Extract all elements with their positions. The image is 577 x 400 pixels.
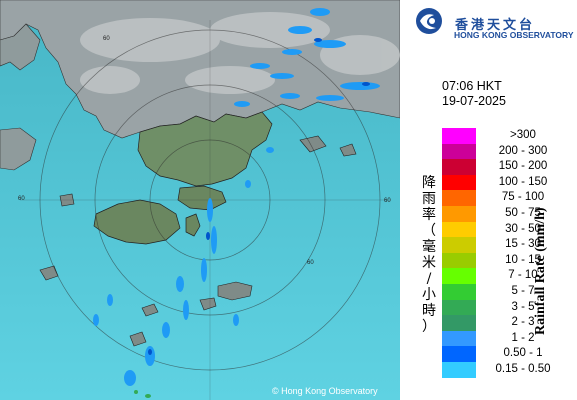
legend-item: >300 — [442, 128, 577, 144]
range-rings — [39, 29, 381, 371]
legend-swatch — [442, 143, 476, 160]
hko-emblem-icon — [416, 8, 442, 34]
range-ring-labels: 60 60 60 60 — [18, 36, 391, 266]
legend-label: 1 - 2 — [511, 331, 535, 344]
radial-lines — [20, 20, 390, 400]
legend-swatch — [442, 268, 476, 284]
legend-label: 5 - 7 — [511, 284, 535, 297]
logo-text-chinese: 香港天文台 — [455, 18, 536, 33]
legend-label: 15 - 30 — [505, 238, 541, 251]
legend-swatch — [442, 299, 476, 316]
legend-swatch — [442, 361, 476, 378]
legend-label: 2 - 3 — [511, 316, 535, 329]
rain-echoes-heavy — [134, 390, 151, 398]
lamma-island — [185, 213, 201, 237]
legend-item: 1 - 2 — [442, 330, 577, 347]
legend-swatch — [442, 252, 476, 269]
legend-swatch — [442, 159, 476, 175]
legend-item: 3 - 5 — [442, 299, 577, 316]
rain-echoes — [93, 8, 380, 386]
legend-label: 50 - 75 — [505, 206, 541, 219]
legend-item: 5 - 7 — [442, 283, 577, 300]
rain-echoes-moderate — [148, 38, 370, 355]
legend-swatch — [442, 346, 476, 362]
western-land — [0, 23, 41, 71]
legend-item: 0.50 - 1 — [442, 346, 577, 362]
hong-kong-island — [177, 185, 227, 211]
info-panel: 香港天文台 HONG KONG OBSERVATORY 07:06 HKT 19… — [400, 0, 577, 400]
legend-label: 150 - 200 — [498, 160, 548, 173]
legend-label: 100 - 150 — [498, 175, 548, 188]
legend-item: 200 - 300 — [442, 143, 577, 160]
legend-item: 50 - 75 — [442, 205, 577, 222]
cloud-texture — [80, 12, 400, 94]
legend-item: 100 - 150 — [442, 174, 577, 191]
southern-islands — [39, 135, 357, 347]
legend-label: 7 - 10 — [508, 269, 538, 282]
legend-swatch — [442, 221, 476, 238]
legend-item: 30 - 50 — [442, 221, 577, 238]
legend-swatch — [442, 190, 476, 206]
legend-swatch — [442, 330, 476, 347]
legend-swatch — [442, 205, 476, 222]
legend-label: >300 — [510, 129, 536, 141]
range-ring-label: 60 — [384, 198, 391, 204]
legend-swatch — [442, 128, 476, 144]
legend-item: 75 - 100 — [442, 190, 577, 206]
legend-item: 15 - 30 — [442, 237, 577, 253]
legend-item: 0.15 - 0.50 — [442, 361, 577, 378]
radar-map-graphic: 60 60 60 60 — [0, 0, 400, 400]
west-coast-land — [0, 127, 37, 171]
range-ring-label: 60 — [103, 36, 110, 42]
logo-text-english: HONG KONG OBSERVATORY — [454, 30, 574, 40]
legend-label: 30 - 50 — [505, 222, 541, 235]
legend-item: 7 - 10 — [442, 268, 577, 284]
legend-label: 200 - 300 — [498, 144, 548, 157]
range-ring-label: 60 — [18, 196, 25, 202]
copyright-text: © Hong Kong Observatory — [272, 386, 378, 396]
legend-swatch — [442, 237, 476, 253]
legend-title-english: Rainfall Rate (mm/h) — [533, 207, 548, 335]
observation-date: 19-07-2025 — [442, 94, 506, 108]
legend-item: 10 - 15 — [442, 252, 577, 269]
legend-label: 3 - 5 — [511, 300, 535, 313]
lantau-island — [93, 199, 181, 245]
legend-swatch — [442, 315, 476, 331]
legend-label: 10 - 15 — [505, 253, 541, 266]
rainfall-legend: >300 200 - 300 150 - 200 100 - 150 75 - 100 5… — [442, 128, 577, 378]
range-ring-label: 60 — [307, 260, 314, 266]
legend-label: 0.50 - 1 — [503, 347, 543, 360]
observation-time: 07:06 HKT — [442, 79, 502, 93]
new-territories — [137, 111, 273, 187]
legend-swatch — [442, 174, 476, 191]
radar-map: 60 60 60 60 — [0, 0, 400, 400]
legend-item: 2 - 3 — [442, 315, 577, 331]
legend-label: 0.15 - 0.50 — [495, 362, 551, 375]
hko-logo: 香港天文台 HONG KONG OBSERVATORY — [412, 6, 574, 40]
legend-label: 75 - 100 — [501, 191, 545, 204]
legend-item: 150 - 200 — [442, 159, 577, 175]
legend-title-chinese: 降雨率（毫米 / 小時） — [422, 175, 436, 335]
legend-swatch — [442, 283, 476, 300]
